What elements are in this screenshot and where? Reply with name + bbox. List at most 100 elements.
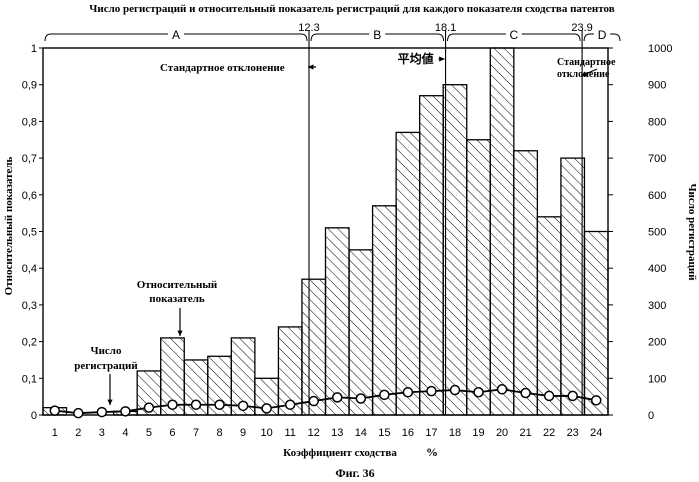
bar-24 [583,230,609,416]
bar-21 [513,150,539,416]
right-tick-label: 900 [648,80,666,92]
count-point-2 [73,407,84,419]
right-tick-label: 500 [648,227,666,239]
mean-arrow-head [439,56,445,62]
count-point-15 [379,389,390,401]
x-tick-label-9: 9 [240,427,246,439]
left-tick-label: 0,6 [22,190,37,202]
count-point-24 [590,395,602,406]
x-tick-label-13: 13 [331,427,343,439]
x-tick-label-8: 8 [217,427,223,439]
x-tick-label-4: 4 [122,427,128,439]
region-label-D: D [598,28,607,42]
region-label-B: B [373,28,381,42]
region-label-A: A [172,28,180,42]
count-point-18 [449,384,461,396]
right-tick-label: 1000 [648,43,672,55]
x-tick-label-23: 23 [567,427,579,439]
region-braces: A B C D 12.3 18.1 23.9 [44,22,621,42]
bar-12 [301,278,327,416]
x-axis: 1 2 3 4 5 6 7 8 9 10 11 12 13 14 15 16 17 18 19 20 21 22 23 24 [52,427,603,439]
count-point-19 [473,386,484,398]
count-point-4 [120,406,131,417]
left-tick-label: 0,7 [22,153,37,165]
boundary-label-2: 18.1 [435,22,456,34]
count-point-12 [308,395,319,407]
right-tick-label: 0 [648,410,654,422]
right-axis-title: Число регистраций [686,183,698,281]
left-tick-label: 1 [31,43,37,55]
bar-16 [395,131,421,416]
x-tick-label-14: 14 [355,427,367,439]
rel-arrow-head [177,330,183,336]
bar-15 [371,205,397,416]
std-right-arrow-head [581,71,588,77]
count-point-20 [496,384,508,395]
count-label-1: Число [91,345,122,357]
bar-23 [560,157,586,416]
std-right-label-1: Стандартное [557,57,616,68]
rel-label-2: показатель [149,293,205,305]
bar-18 [442,84,468,416]
x-tick-label-11: 11 [284,427,295,439]
x-tick-label-18: 18 [449,427,461,439]
right-axis: 0 100 200 300 400 500 600 700 800 900 1000 [608,43,672,422]
boundary-lines [308,30,583,415]
annotations: Стандартное отклонение平均値Стандартноеоткл… [74,51,616,405]
x-tick-label-5: 5 [146,427,152,439]
left-tick-label: 0,9 [22,80,37,92]
x-tick-label-22: 22 [543,427,555,439]
count-point-5 [143,402,155,413]
x-tick-label-10: 10 [261,427,273,439]
left-tick-label: 0,1 [22,373,37,385]
count-point-17 [426,385,437,397]
count-point-22 [543,390,555,402]
right-tick-label: 100 [648,373,666,385]
bar-13 [324,227,350,416]
region-label-C: C [509,28,518,42]
region-brace-D [583,33,621,42]
bar-14 [348,249,374,416]
chart-title: Число регистраций и относительный показа… [89,3,614,15]
count-point-6 [167,399,178,410]
bars [42,47,609,416]
x-tick-label-6: 6 [169,427,175,439]
x-tick-label-1: 1 [52,427,58,439]
count-point-10 [261,403,272,414]
x-tick-label-2: 2 [75,427,81,439]
count-point-3 [96,406,108,418]
mean-label: 平均値 [398,51,434,66]
right-tick-label: 800 [648,116,666,128]
bar-22 [536,216,562,416]
count-point-8 [214,399,225,410]
x-tick-label-21: 21 [519,427,531,439]
x-tick-label-3: 3 [99,427,105,439]
region-brace-C [447,33,581,42]
region-brace-B [310,33,445,42]
left-tick-label: 0,4 [22,263,37,275]
count-point-14 [355,393,367,404]
right-tick-label: 700 [648,153,666,165]
right-tick-label: 600 [648,190,666,202]
count-point-13 [332,392,343,403]
bar-20 [489,47,515,416]
count-arrow-head [107,399,113,405]
region-brace-A [44,33,308,42]
count-point-16 [402,386,414,398]
count-label-2: регистраций [74,360,138,372]
x-tick-label-20: 20 [496,427,508,439]
left-tick-label: 0,2 [22,337,37,349]
x-tick-label-15: 15 [378,427,390,439]
count-point-21 [520,387,531,399]
x-tick-label-17: 17 [425,427,437,439]
left-axis: 0 0,1 0,2 0,3 0,4 0,5 0,6 0,7 0,8 0,9 1 [22,43,43,422]
count-point-23 [567,390,578,402]
left-tick-label: 0,5 [22,227,37,239]
count-point-7 [190,399,202,410]
right-tick-label: 200 [648,337,666,349]
boundary-label-1: 12.3 [298,22,319,34]
right-tick-label: 400 [648,263,666,275]
std-left-arrow-head [308,64,314,70]
left-tick-label: 0,8 [22,116,37,128]
